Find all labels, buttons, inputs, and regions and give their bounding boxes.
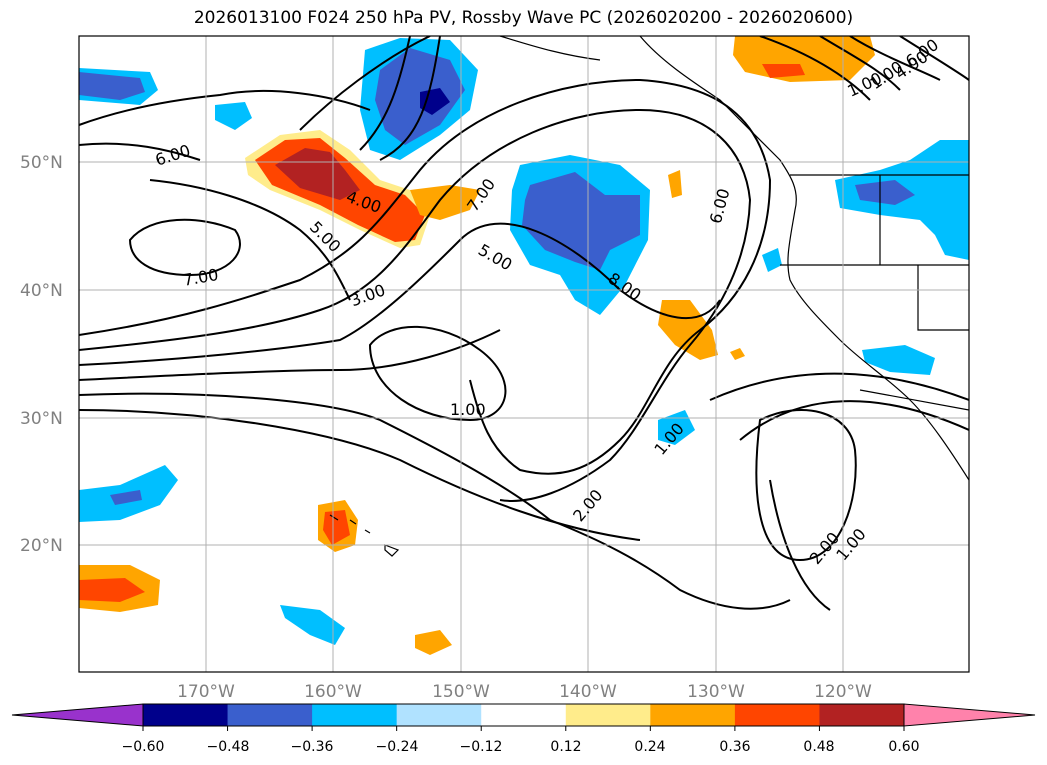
colorbar-ticks [142,726,905,731]
colorbar-label: −0.12 [460,739,503,755]
lat-label-40: 40°N [20,281,63,301]
colorbar-cells [143,704,905,726]
neg-anomaly-aleutian [215,102,252,130]
colorbar-label: 0.48 [803,739,834,755]
colorbar-frame [142,703,905,727]
colorbar-cell [312,704,398,726]
graticule [79,36,969,672]
colorbar-cell [734,704,820,726]
colorbar-label: 0.60 [888,739,919,755]
contour-label: 1.00 [450,400,486,419]
lon-label-130w: 130°W [687,682,745,702]
coastlines [329,36,969,557]
lat-label-50: 50°N [20,153,63,173]
colorbar-labels: −0.60 −0.48 −0.36 −0.24 −0.12 0.12 0.24 … [122,739,920,755]
colorbar-cell [565,704,651,726]
colorbar-cell [143,704,229,726]
lon-label-140w: 140°W [559,682,617,702]
colorbar-cell [481,704,567,726]
colorbar-cell [650,704,736,726]
lon-label-150w: 150°W [432,682,490,702]
colorbar-label: 0.12 [550,739,581,755]
pv-anomaly-fills [79,36,969,655]
lat-label-30: 30°N [20,409,63,429]
colorbar-label: 0.24 [634,739,665,755]
lon-label-160w: 160°W [304,682,362,702]
colorbar-cell [227,704,313,726]
latitude-labels: 50°N 40°N 30°N 20°N [20,153,63,556]
lon-label-170w: 170°W [177,682,235,702]
colorbar-label: −0.36 [291,739,334,755]
colorbar-label: −0.48 [207,739,250,755]
colorbar-min-extension [11,703,144,727]
colorbar-max-extension [903,703,1036,727]
colorbar: −0.60 −0.48 −0.36 −0.24 −0.12 0.12 0.24 … [11,703,1036,755]
colorbar-cell [396,704,482,726]
colorbar-label: 0.36 [719,739,750,755]
map-title: 2026013100 F024 250 hPa PV, Rossby Wave … [193,8,854,28]
plot-area [79,36,969,672]
plot-frame [78,35,970,673]
colorbar-label: −0.24 [376,739,419,755]
colorbar-label: −0.60 [122,739,165,755]
pos-anomaly-subtropical [658,300,718,360]
lon-label-120w: 120°W [814,682,872,702]
lat-label-20: 20°N [20,536,63,556]
colorbar-cell [819,704,905,726]
longitude-labels: 170°W 160°W 150°W 140°W 130°W 120°W [177,682,872,702]
